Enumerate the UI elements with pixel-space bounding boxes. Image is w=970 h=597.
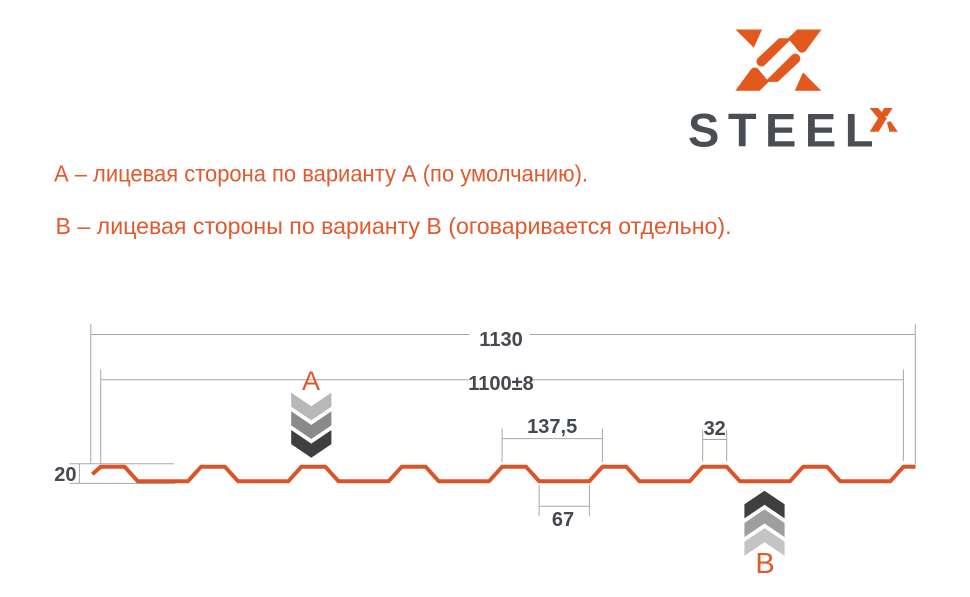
- svg-text:67: 67: [552, 509, 574, 531]
- svg-text:32: 32: [704, 418, 726, 440]
- svg-text:1100±8: 1100±8: [468, 373, 534, 395]
- svg-text:137,5: 137,5: [527, 416, 577, 438]
- svg-text:20: 20: [54, 464, 76, 486]
- svg-text:B: B: [755, 548, 774, 580]
- svg-text:1130: 1130: [479, 329, 522, 351]
- svg-text:А – лицевая сторона по вариант: А – лицевая сторона по варианту А (по ум…: [54, 161, 588, 187]
- svg-text:В – лицевая стороны по вариант: В – лицевая стороны по варианту В (огова…: [56, 213, 732, 239]
- svg-text:STEEL: STEEL: [688, 104, 882, 157]
- svg-text:A: A: [302, 366, 320, 396]
